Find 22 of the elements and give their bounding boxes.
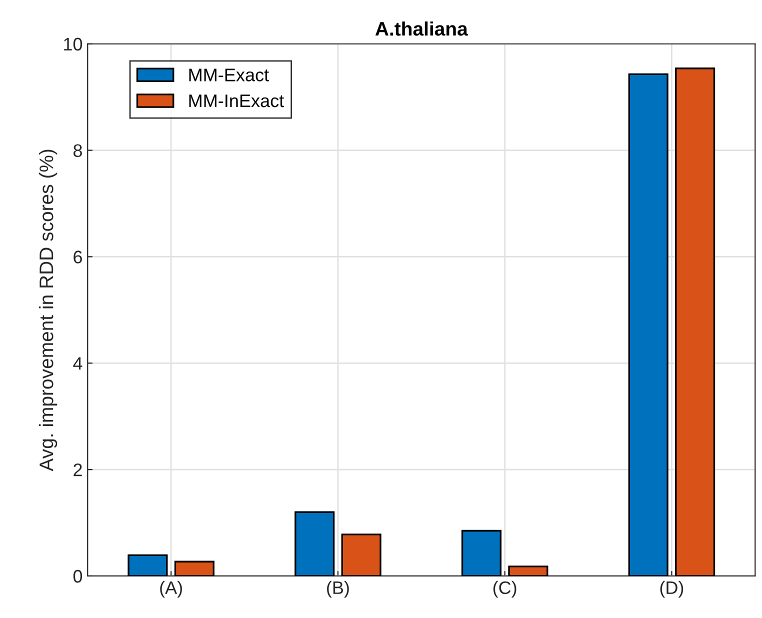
bar (294, 511, 335, 576)
bar (128, 554, 168, 576)
y-tick-label: 0 (73, 570, 82, 583)
bar (341, 534, 382, 576)
y-tick-label: 8 (74, 144, 82, 158)
legend-label: MM-InExact (189, 94, 284, 108)
x-tick-label: (D) (660, 580, 684, 598)
y-tick-label: 10 (64, 38, 82, 51)
bar (174, 560, 214, 576)
x-tick-label: (C) (493, 580, 516, 598)
bar (675, 68, 716, 576)
y-axis-title: Avg. improvement in RDD scores (%) (39, 150, 58, 472)
bar (628, 73, 668, 576)
y-tick-label: 6 (74, 250, 82, 264)
chart-title: A.thaliana (375, 21, 468, 36)
x-tick-label: (A) (160, 580, 182, 598)
y-tick-label: 2 (74, 463, 82, 476)
bar (461, 530, 502, 576)
bar (508, 566, 548, 576)
x-tick-label: (B) (327, 580, 349, 598)
legend-label: MM-Exact (189, 68, 269, 82)
y-tick-label: 4 (73, 357, 82, 370)
